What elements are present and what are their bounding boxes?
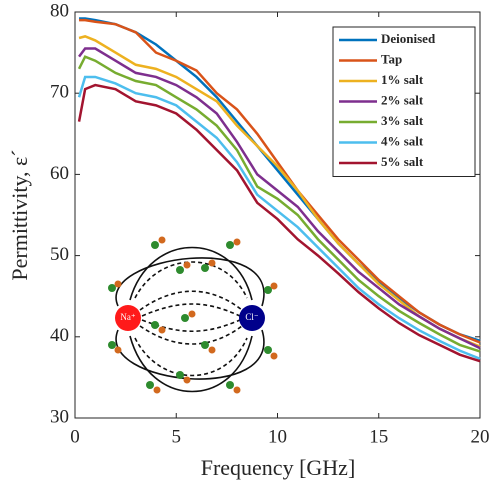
legend-label: 3% salt — [381, 113, 424, 128]
series-line — [79, 18, 481, 344]
y-tick-label: 50 — [50, 244, 69, 265]
legend-label: 1% salt — [381, 72, 424, 87]
legend-label: Deionised — [381, 31, 436, 46]
x-tick-label: 15 — [369, 426, 388, 447]
y-tick-label: 40 — [50, 325, 69, 346]
legend-label: 2% salt — [381, 92, 424, 107]
series-line — [77, 75, 481, 360]
series-line — [77, 55, 481, 353]
x-tick-label: 10 — [268, 426, 287, 447]
y-tick-label: 60 — [50, 163, 69, 184]
series-line — [77, 83, 481, 363]
legend-label: 5% salt — [381, 154, 424, 169]
x-tick-label: 0 — [70, 426, 80, 447]
y-tick-label: 30 — [50, 406, 69, 427]
y-tick-label: 70 — [50, 82, 69, 103]
x-tick-label: 20 — [471, 426, 490, 447]
series-line — [78, 35, 481, 348]
x-axis-label: Frequency [GHz] — [201, 455, 356, 480]
series-line — [78, 47, 481, 350]
y-tick-label: 80 — [50, 0, 69, 21]
ion-label: Na⁺ — [120, 312, 135, 322]
ion-diagram — [108, 236, 278, 394]
legend-label: Tap — [381, 51, 402, 66]
legend-label: 4% salt — [381, 133, 424, 148]
ion-label: Cl⁻ — [245, 312, 259, 322]
y-axis-label: Permittivity, ε´ — [7, 149, 32, 280]
x-tick-label: 5 — [172, 426, 182, 447]
